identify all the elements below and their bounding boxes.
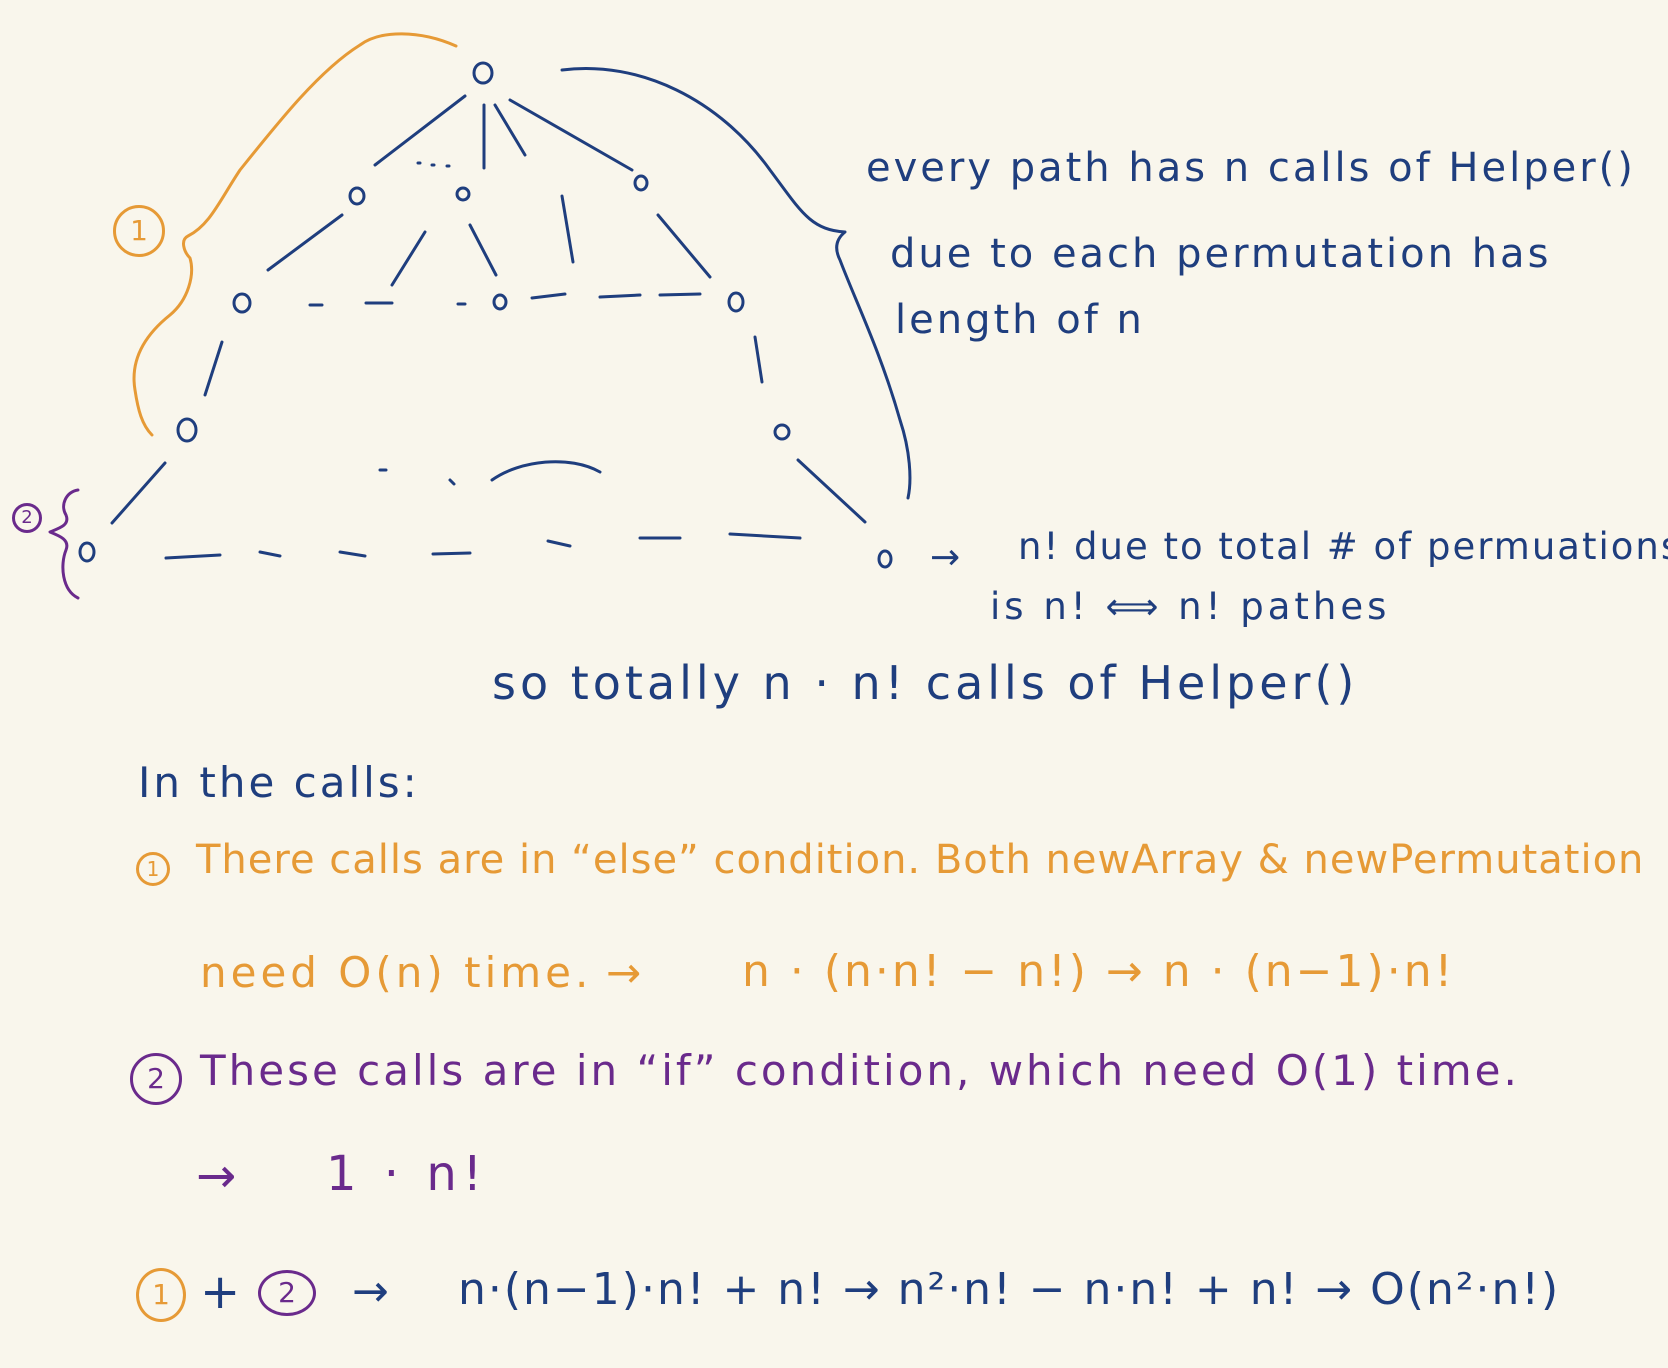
item1-line-2-formula: n · (n·n! − n!) → n · (n−1)·n!: [742, 946, 1456, 997]
leaf-note-line-1: n! due to total # of permuations: [1018, 525, 1668, 568]
leaf-arrow: →: [930, 537, 964, 578]
item1-arrow: →: [606, 948, 645, 997]
leaf-note-line-2: is n! ⟺ n! pathes: [990, 585, 1391, 628]
marker-one-diagram: 1: [113, 205, 165, 257]
marker-two-final: 2: [258, 1270, 316, 1316]
calls-heading: In the calls:: [138, 758, 420, 807]
purple-brace: [48, 488, 80, 600]
item1-line-2-prefix: need O(n) time.: [200, 948, 593, 997]
item2-line-1: These calls are in “if” condition, which…: [200, 1046, 1520, 1095]
tree-nodes: [78, 61, 893, 569]
final-plus: +: [200, 1264, 241, 1320]
marker-one-item: 1: [136, 852, 170, 886]
final-formula: n·(n−1)·n! + n! → n²·n! − n·n! + n! → O(…: [458, 1264, 1561, 1315]
summary-line: so totally n · n! calls of Helper(): [492, 656, 1359, 710]
path-note-line-1: every path has n calls of Helper(): [866, 145, 1636, 191]
tree-edges: [110, 94, 867, 560]
marker-two-item: 2: [130, 1053, 182, 1105]
item2-line-2: 1 · n!: [326, 1146, 488, 1202]
item1-line-1: There calls are in “else” condition. Bot…: [196, 837, 1645, 883]
final-arrow: →: [352, 1266, 392, 1317]
item2-arrow: →: [196, 1148, 240, 1204]
marker-two-diagram: 2: [12, 503, 42, 533]
marker-one-final: 1: [136, 1268, 186, 1322]
path-note-line-3: length of n: [895, 297, 1145, 343]
orange-brace: [132, 32, 458, 437]
blue-path-brace: [560, 67, 912, 500]
path-note-line-2: due to each permutation has: [890, 231, 1552, 277]
